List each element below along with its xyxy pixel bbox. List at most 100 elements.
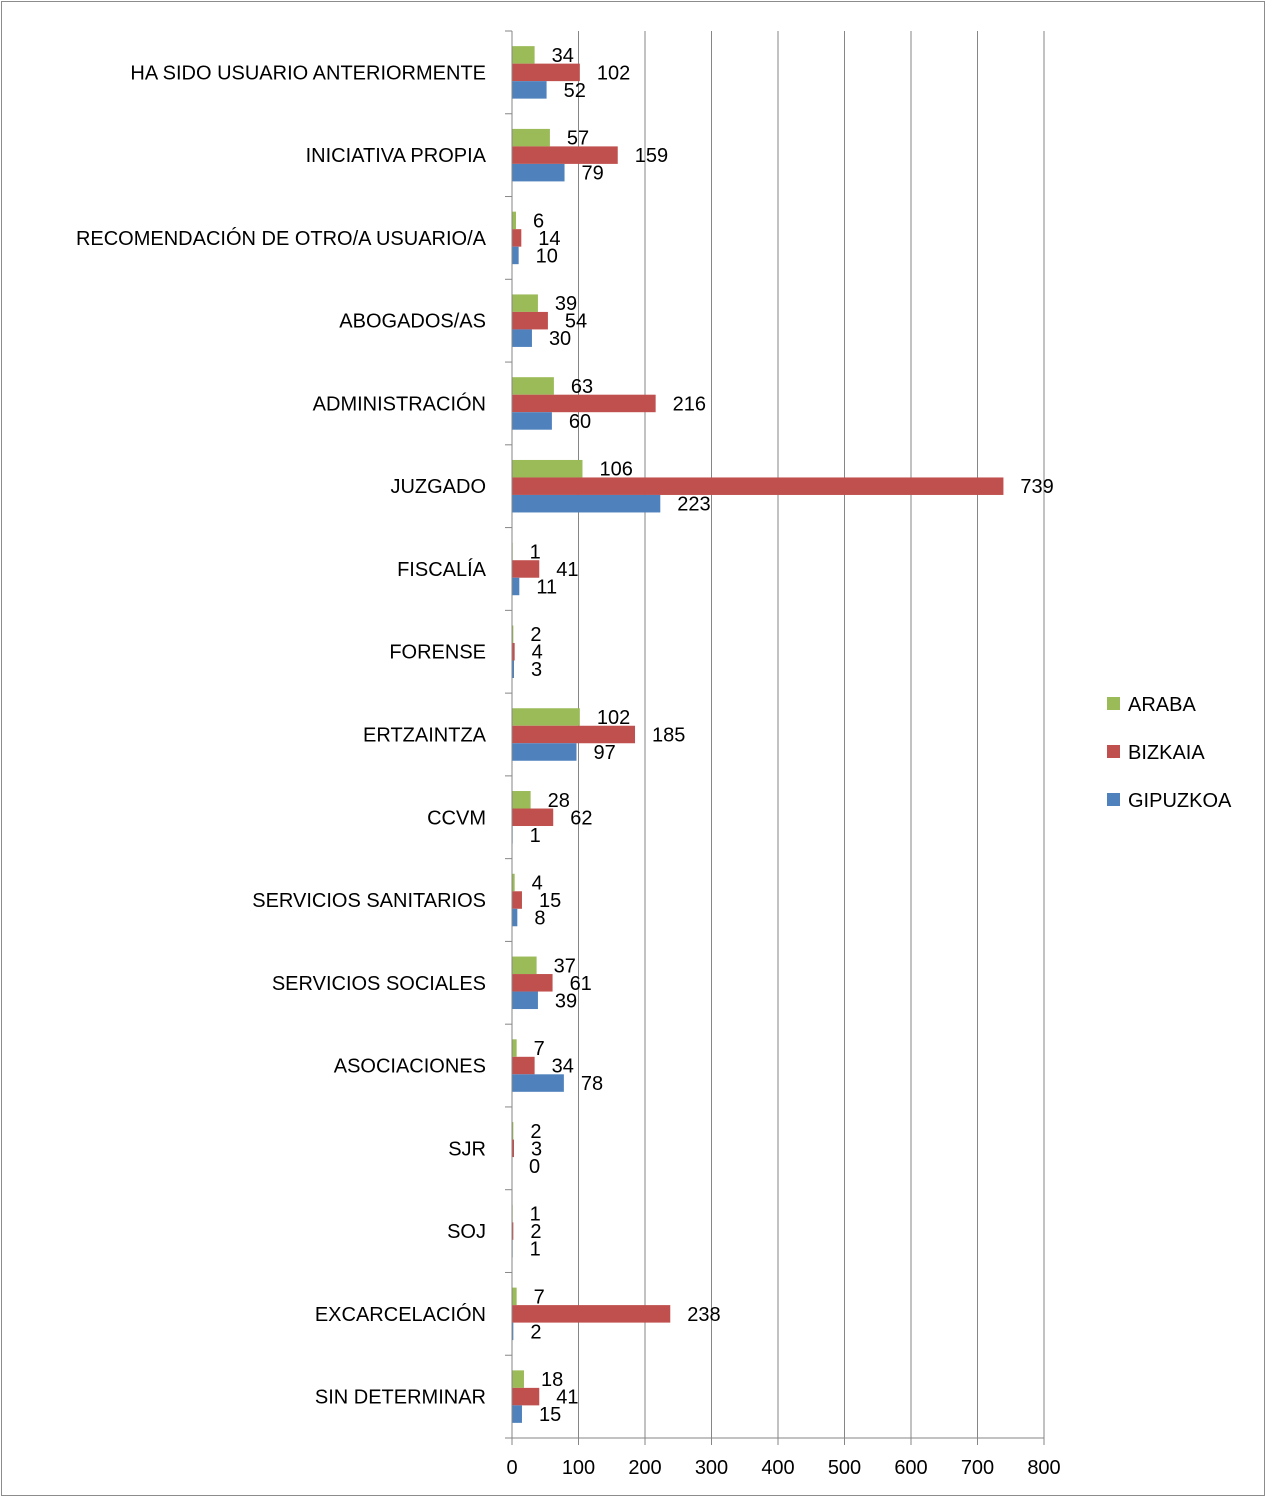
data-label: 34 <box>552 1056 574 1078</box>
data-label: 1 <box>530 541 541 563</box>
data-label: 78 <box>581 1073 603 1095</box>
data-label: 1 <box>530 1204 541 1226</box>
legend-swatch-araba <box>1107 697 1120 710</box>
bar-araba <box>512 1287 517 1306</box>
category-label: FISCALÍA <box>397 558 487 581</box>
bar-araba <box>512 1370 524 1388</box>
bar-araba <box>512 1039 517 1057</box>
data-label: 14 <box>538 228 560 250</box>
x-tick-label: 600 <box>894 1457 927 1479</box>
data-label: 3 <box>531 1138 542 1160</box>
category-label: JUZGADO <box>390 476 486 498</box>
bar-bizkaia <box>512 560 540 578</box>
bar-bizkaia <box>512 642 515 661</box>
legend: ARABA BIZKAIA GIPUZKOA <box>1107 694 1232 812</box>
category-label: SIN DETERMINAR <box>315 1387 486 1409</box>
category-label: SERVICIOS SOCIALES <box>272 973 486 995</box>
gridlines <box>578 31 1045 1438</box>
bar-bizkaia <box>512 808 554 827</box>
data-label: 15 <box>539 890 561 912</box>
legend-swatch-gipuzkoa <box>1107 793 1120 806</box>
bar-gipuzkoa <box>512 246 519 265</box>
bar-araba <box>512 128 550 147</box>
data-label: 223 <box>677 494 710 516</box>
bar-bizkaia <box>512 1387 540 1406</box>
data-label: 39 <box>555 293 577 315</box>
bar-bizkaia <box>512 974 553 992</box>
legend-label-araba: ARABA <box>1128 694 1196 716</box>
bars <box>512 46 1004 1423</box>
x-tick-label: 0 <box>506 1457 517 1479</box>
bar-araba <box>512 46 535 64</box>
legend-swatch-bizkaia <box>1107 745 1120 758</box>
bar-bizkaia <box>512 229 522 247</box>
data-label: 61 <box>570 973 592 995</box>
x-tick-label: 300 <box>695 1457 728 1479</box>
bar-araba <box>512 377 554 395</box>
x-tick-label: 100 <box>562 1457 595 1479</box>
data-label: 7 <box>534 1038 545 1060</box>
data-label: 54 <box>565 311 587 333</box>
bar-gipuzkoa <box>512 1074 564 1092</box>
bar-bizkaia <box>512 63 580 82</box>
bar-bizkaia <box>512 1139 514 1158</box>
category-label: RECOMENDACIÓN DE OTRO/A USUARIO/A <box>76 227 487 250</box>
data-label: 0 <box>529 1156 540 1178</box>
bar-araba <box>512 294 538 312</box>
data-label: 216 <box>673 393 706 415</box>
bar-araba <box>512 708 580 726</box>
category-label: ASOCIACIONES <box>334 1056 486 1078</box>
bar-bizkaia <box>512 891 522 909</box>
data-label: 2 <box>530 1321 541 1343</box>
bar-gipuzkoa <box>512 1322 514 1341</box>
data-label: 7 <box>534 1286 545 1308</box>
data-label: 60 <box>569 411 591 433</box>
bar-gipuzkoa <box>512 660 514 678</box>
data-label: 3 <box>531 659 542 681</box>
category-label: CCVM <box>427 807 486 829</box>
data-label: 30 <box>549 328 571 350</box>
category-label: FORENSE <box>389 642 486 664</box>
bar-gipuzkoa <box>512 81 547 99</box>
legend-label-bizkaia: BIZKAIA <box>1128 742 1205 764</box>
data-label: 79 <box>582 163 604 185</box>
data-label: 739 <box>1020 476 1053 498</box>
bar-bizkaia <box>512 311 548 330</box>
data-label: 18 <box>541 1369 563 1391</box>
data-label: 2 <box>530 1121 541 1143</box>
data-label: 2 <box>530 1221 541 1243</box>
category-label: ERTZAINTZA <box>363 725 487 747</box>
bar-bizkaia <box>512 725 636 744</box>
data-label: 106 <box>599 459 632 481</box>
x-tick-label: 500 <box>828 1457 861 1479</box>
x-tick-label: 700 <box>961 1457 994 1479</box>
bar-araba <box>512 459 583 478</box>
bar-araba <box>512 1122 514 1140</box>
x-tick-label: 800 <box>1027 1457 1060 1479</box>
data-label: 159 <box>635 145 668 167</box>
data-label: 1 <box>530 825 541 847</box>
bar-araba <box>512 956 537 975</box>
bar-gipuzkoa <box>512 743 577 761</box>
bar-araba <box>512 873 515 892</box>
bar-gipuzkoa <box>512 163 565 182</box>
bar-gipuzkoa <box>512 494 661 513</box>
category-label: SERVICIOS SANITARIOS <box>252 890 486 912</box>
category-label: ABOGADOS/AS <box>339 311 486 333</box>
bar-gipuzkoa <box>512 908 518 927</box>
data-label: 62 <box>570 807 592 829</box>
data-labels: 3410252571597961410395430632166010673922… <box>529 45 1054 1426</box>
category-label: INICIATIVA PROPIA <box>306 145 487 167</box>
bar-bizkaia <box>512 1222 514 1240</box>
data-label: 238 <box>687 1304 720 1326</box>
data-label: 4 <box>532 642 543 664</box>
bar-araba <box>512 625 514 643</box>
data-label: 39 <box>555 990 577 1012</box>
bar-bizkaia <box>512 477 1004 495</box>
bar-bizkaia <box>512 146 618 164</box>
bar-araba <box>512 211 516 230</box>
data-label: 28 <box>548 790 570 812</box>
bar-gipuzkoa <box>512 1405 522 1423</box>
